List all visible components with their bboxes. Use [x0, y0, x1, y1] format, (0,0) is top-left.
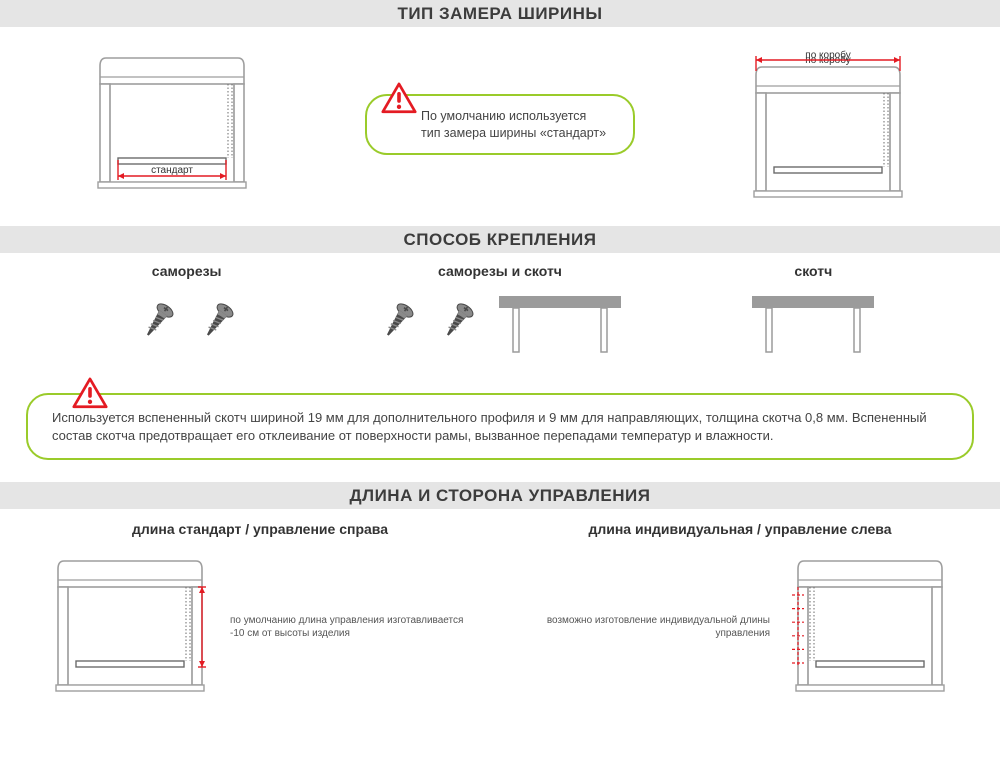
tape-icon: [495, 290, 625, 359]
mount-option-0: саморезы: [30, 263, 343, 359]
control-right-column: длина стандарт / управление справа по ум…: [40, 521, 480, 708]
mount-illustration: [657, 289, 970, 359]
mount-option-1: саморезы и скотч: [343, 263, 656, 359]
width-box-diagram: по коробу по коробу: [738, 41, 918, 208]
section1-body: стандарт По умолчанию используется тип з…: [0, 27, 1000, 226]
mount-label: саморезы: [30, 263, 343, 279]
screw-icon: [375, 300, 419, 349]
control-right-title: длина стандарт / управление справа: [40, 521, 480, 537]
warning-icon: [72, 377, 108, 409]
control-right-note: по умолчанию длина управления изготавлив…: [230, 615, 480, 640]
screw-icon: [435, 300, 479, 349]
section2-callout: Используется вспененный скотч шириной 19…: [26, 393, 974, 460]
control-left-note: возможно изготовление индивидуальной дли…: [520, 615, 770, 640]
screw-icon: [195, 300, 239, 349]
mount-option-2: скотч: [657, 263, 970, 359]
control-left-diagram: [780, 547, 960, 708]
mount-illustration: [343, 289, 656, 359]
mount-illustration: [30, 289, 343, 359]
screw-icon: [135, 300, 179, 349]
width-standard-diagram: стандарт: [82, 44, 262, 205]
control-left-title: длина индивидуальная / управление слева: [520, 521, 960, 537]
tape-icon: [748, 290, 878, 359]
mount-label: скотч: [657, 263, 970, 279]
control-right-diagram: [40, 547, 220, 708]
svg-text:стандарт: стандарт: [151, 165, 193, 176]
warning-icon: [381, 82, 417, 114]
section1-header: ТИП ЗАМЕРА ШИРИНЫ: [0, 0, 1000, 27]
section1-callout-text: По умолчанию используется тип замера шир…: [421, 109, 606, 139]
control-left-column: длина индивидуальная / управление слева …: [520, 521, 960, 708]
section1-callout: По умолчанию используется тип замера шир…: [365, 94, 635, 155]
svg-text:по коробу: по коробу: [806, 49, 851, 61]
section3-body: длина стандарт / управление справа по ум…: [0, 509, 1000, 718]
section2-body: саморезы саморезы и скотч: [0, 253, 1000, 383]
section3-header: ДЛИНА И СТОРОНА УПРАВЛЕНИЯ: [0, 482, 1000, 509]
section2-callout-text: Используется вспененный скотч шириной 19…: [52, 410, 927, 443]
mount-label: саморезы и скотч: [343, 263, 656, 279]
section2-header: СПОСОБ КРЕПЛЕНИЯ: [0, 226, 1000, 253]
